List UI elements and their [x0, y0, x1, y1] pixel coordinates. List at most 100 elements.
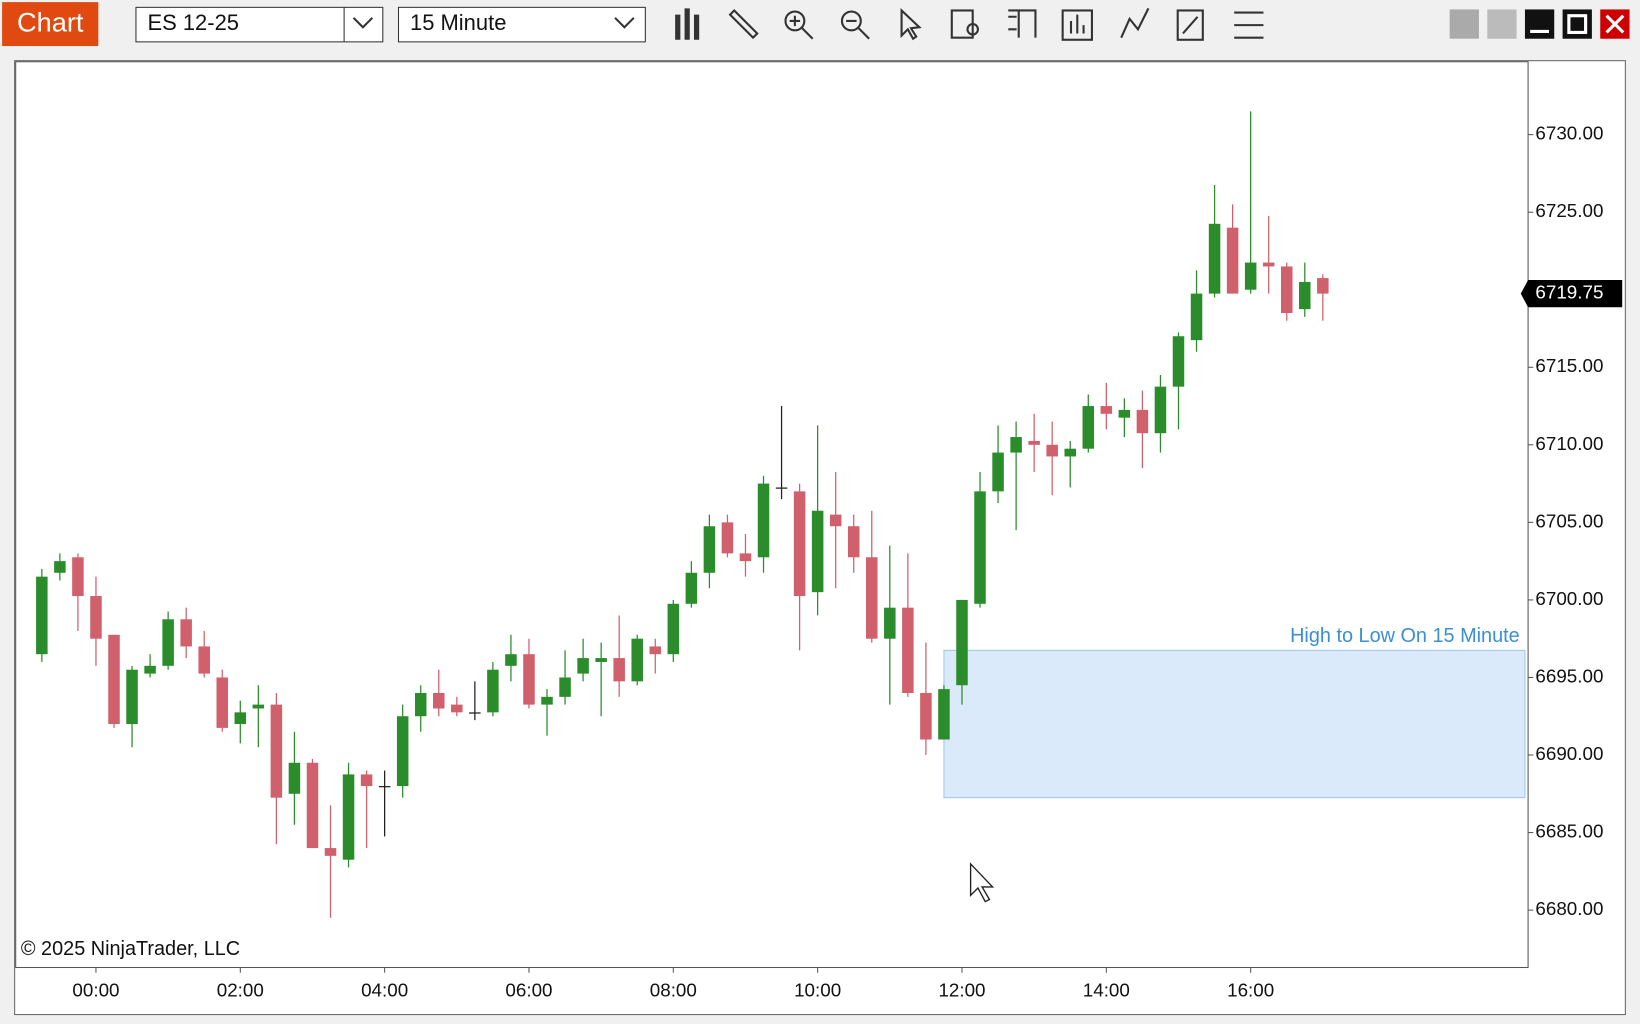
candle-body	[613, 658, 625, 682]
candle-body	[631, 638, 643, 682]
candle-body	[108, 634, 120, 724]
candle-body	[288, 762, 301, 794]
y-tick-label: 6730.00	[1535, 123, 1603, 144]
properties-icon[interactable]	[1008, 9, 1037, 38]
candle-body	[1154, 386, 1167, 434]
candle-body	[451, 704, 463, 713]
candle-body	[1046, 444, 1058, 457]
candle-body	[595, 658, 607, 662]
plot: 6680.00 6685.00 6690.00 6695.00 6700.00 6705.…	[36, 111, 1623, 1001]
candle-body	[234, 712, 247, 724]
candle-body	[252, 704, 265, 709]
candle-body	[342, 774, 355, 860]
candle-body	[1190, 293, 1203, 341]
y-tick-label: 6695.00	[1535, 665, 1603, 686]
candle-body	[938, 689, 950, 740]
tools-icon[interactable]	[1176, 9, 1204, 41]
candle-body	[866, 557, 878, 639]
x-tick-label: 02:00	[217, 980, 264, 1001]
chart-title[interactable]: Chart	[17, 6, 84, 37]
y-tick-label: 6715.00	[1535, 355, 1603, 376]
zoom-in-icon[interactable]	[784, 10, 814, 40]
candle-body	[1082, 406, 1095, 449]
candle-body	[126, 669, 138, 724]
candle-body	[1317, 278, 1329, 294]
candle-body	[739, 553, 752, 562]
candle-body	[775, 487, 788, 489]
copyright: © 2025 NinjaTrader, LLC	[21, 938, 240, 960]
dropdown-arrow[interactable]	[614, 17, 635, 29]
x-tick-label: 10:00	[794, 980, 841, 1001]
plot-area	[15, 61, 1529, 969]
strategies-icon[interactable]	[1120, 7, 1150, 39]
candle-body	[162, 619, 174, 666]
candle-body	[505, 654, 517, 666]
x-tick-label: 12:00	[938, 980, 985, 1001]
candle-body	[793, 491, 806, 597]
interval-label[interactable]: 15 Minute	[410, 10, 506, 35]
candle-body	[1226, 227, 1239, 294]
candle-body	[559, 677, 571, 697]
menu-icon[interactable]	[1234, 11, 1264, 39]
candle-body	[1136, 409, 1149, 434]
indicators-icon[interactable]	[1061, 9, 1093, 41]
window-btn[interactable]	[1449, 9, 1479, 39]
candle-body	[1208, 223, 1221, 294]
candle-body	[667, 603, 680, 655]
candle-body	[180, 619, 192, 647]
candle-body	[721, 522, 734, 554]
candle-body	[1172, 336, 1185, 387]
range-label: High to Low On 15 Minute	[1290, 625, 1520, 647]
candle-body	[306, 762, 319, 849]
candle-body	[1262, 262, 1275, 267]
x-tick-label: 08:00	[650, 980, 697, 1001]
x-tick-label: 16:00	[1227, 980, 1274, 1001]
maximize-btn[interactable]	[1562, 9, 1592, 39]
candle-body	[757, 483, 770, 558]
y-tick-label: 6680.00	[1535, 898, 1603, 919]
candle-body	[847, 526, 860, 558]
dropdown-arrow[interactable]	[352, 17, 374, 29]
y-tick-label: 6710.00	[1535, 433, 1603, 454]
range-box	[943, 649, 1526, 799]
candle-body	[360, 774, 373, 787]
data-box-icon[interactable]	[950, 9, 979, 39]
candle-body	[1280, 266, 1293, 313]
chart-button[interactable]	[2, 2, 99, 47]
candle-body	[378, 786, 391, 788]
candle-body	[487, 669, 499, 713]
candle-body	[1028, 440, 1040, 445]
candle-body	[703, 526, 716, 573]
candle-body	[577, 658, 589, 674]
candle-body	[829, 514, 842, 527]
candle-body	[523, 654, 535, 705]
pointer-icon[interactable]	[900, 8, 922, 41]
candle-body	[36, 576, 48, 655]
window-btn[interactable]	[1487, 9, 1517, 39]
last-price-tag	[1520, 280, 1623, 308]
draw-tool-icon[interactable]	[728, 9, 759, 40]
candle-body	[1010, 437, 1022, 453]
candle-body	[1244, 262, 1257, 290]
y-tick-label: 6725.00	[1535, 200, 1603, 221]
candle-body	[884, 607, 896, 639]
candle-body	[433, 692, 445, 709]
candle-body	[649, 646, 662, 655]
x-tick-label: 06:00	[505, 980, 552, 1001]
x-tick-label: 14:00	[1083, 980, 1130, 1001]
candle-body	[1299, 281, 1311, 310]
bar-type-icon[interactable]	[675, 8, 700, 40]
y-tick-label: 6685.00	[1535, 821, 1603, 842]
interval-select[interactable]	[397, 6, 646, 43]
zoom-out-icon[interactable]	[840, 10, 870, 40]
candle-body	[992, 452, 1004, 492]
candle-body	[414, 692, 427, 717]
candle-body	[270, 704, 283, 798]
candle-body	[541, 696, 553, 705]
y-tick-label: 6700.00	[1535, 588, 1603, 609]
minimize-btn[interactable]	[1524, 9, 1555, 39]
instrument-label[interactable]: ES 12-25	[147, 10, 239, 35]
candle-body	[1064, 448, 1076, 457]
instrument-select[interactable]	[135, 6, 384, 43]
